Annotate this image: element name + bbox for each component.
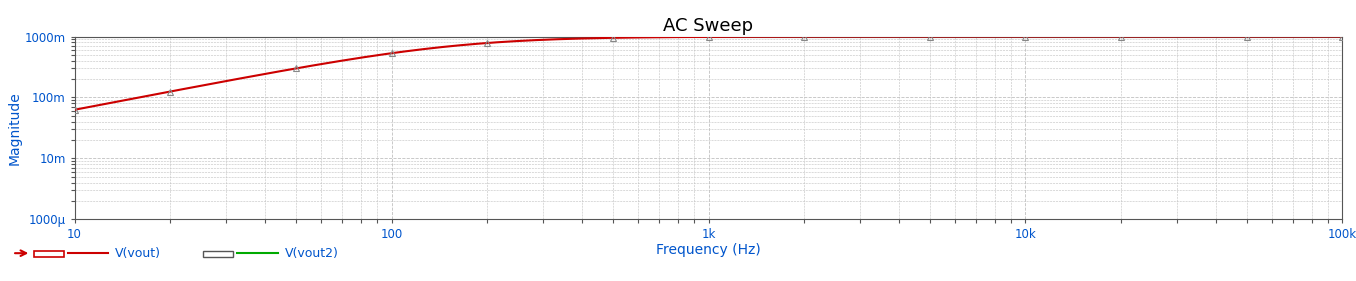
Y-axis label: Magnitude: Magnitude bbox=[8, 91, 22, 165]
Text: V(vout): V(vout) bbox=[115, 247, 161, 260]
FancyBboxPatch shape bbox=[203, 251, 233, 257]
Title: AC Sweep: AC Sweep bbox=[663, 17, 754, 35]
Text: V(vout2): V(vout2) bbox=[285, 247, 339, 260]
X-axis label: Frequency (Hz): Frequency (Hz) bbox=[656, 243, 761, 257]
FancyBboxPatch shape bbox=[34, 251, 64, 257]
